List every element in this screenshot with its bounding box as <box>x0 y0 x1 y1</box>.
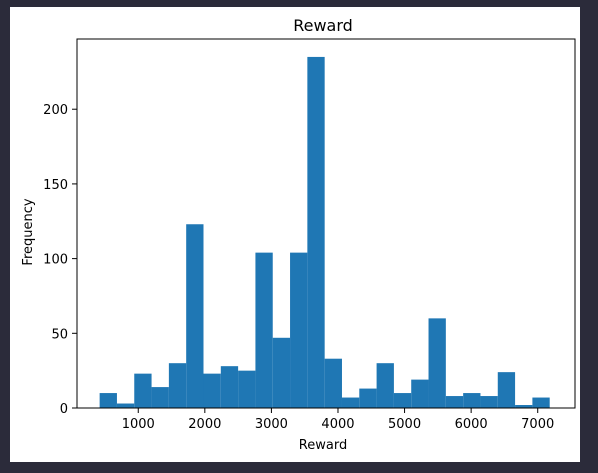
histogram-bar <box>220 366 239 408</box>
histogram-bar <box>445 396 464 408</box>
histogram-bar <box>151 387 169 408</box>
plot-frame <box>76 38 576 409</box>
x-tick-label: 1000 <box>122 417 155 432</box>
x-tick-label: 3000 <box>255 417 288 432</box>
histogram-bar <box>428 318 446 408</box>
histogram-bar <box>168 363 187 408</box>
y-tick-label: 150 <box>43 178 68 193</box>
chart-figure: Reward 1000 2000 3000 4000 5000 6000 7000 0 50 1… <box>10 7 580 462</box>
y-tick-label: 0 <box>60 402 68 417</box>
histogram-bar <box>203 373 221 408</box>
y-axis-ticks: 0 50 100 150 200 <box>43 103 77 417</box>
x-axis-label: Reward <box>299 438 347 453</box>
histogram-bar <box>515 405 533 408</box>
y-tick-label: 100 <box>43 253 68 268</box>
histogram-bar <box>186 224 204 408</box>
bars-group <box>99 56 550 408</box>
histogram-bar <box>463 393 481 408</box>
x-tick-label: 5000 <box>388 417 421 432</box>
histogram-bar <box>411 379 429 408</box>
histogram-bar <box>307 56 325 408</box>
histogram-bar <box>341 397 360 408</box>
histogram-bar <box>255 252 273 408</box>
histogram-bar <box>290 252 308 408</box>
x-tick-label: 6000 <box>455 417 488 432</box>
histogram-bar <box>272 337 291 408</box>
histogram-chart: Reward 1000 2000 3000 4000 5000 6000 7000 0 50 1… <box>21 16 576 453</box>
histogram-bar <box>99 393 117 408</box>
x-axis-ticks: 1000 2000 3000 4000 5000 6000 7000 <box>122 408 554 432</box>
histogram-bar <box>134 373 152 408</box>
histogram-bar <box>497 372 516 408</box>
histogram-bar <box>532 397 550 408</box>
x-tick-label: 4000 <box>321 417 354 432</box>
histogram-bar <box>359 388 377 408</box>
histogram-bar <box>116 403 135 408</box>
histogram-bar <box>238 370 256 408</box>
y-tick-label: 200 <box>43 103 68 118</box>
histogram-bar <box>376 363 394 408</box>
histogram-bar <box>393 393 412 408</box>
x-tick-label: 2000 <box>188 417 221 432</box>
histogram-bar <box>480 396 498 408</box>
y-tick-label: 50 <box>51 327 68 342</box>
x-tick-label: 7000 <box>521 417 554 432</box>
chart-title: Reward <box>293 16 353 35</box>
histogram-bar <box>324 358 342 408</box>
y-axis-label: Frequency <box>21 198 36 265</box>
